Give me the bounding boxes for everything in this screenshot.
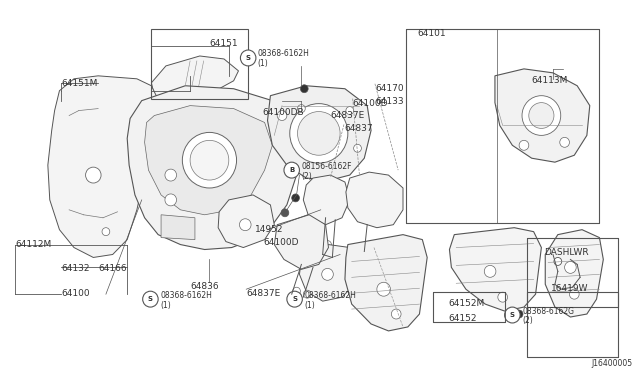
Text: 14952: 14952 [255, 225, 284, 234]
Polygon shape [275, 215, 328, 269]
Text: 64166: 64166 [98, 264, 127, 273]
Polygon shape [303, 175, 350, 225]
Circle shape [300, 85, 308, 93]
Circle shape [182, 132, 237, 188]
Text: 64100D: 64100D [353, 99, 388, 108]
Circle shape [560, 137, 570, 147]
Text: 08368-6162H: 08368-6162H [258, 49, 310, 58]
Circle shape [564, 262, 576, 273]
Circle shape [392, 309, 401, 319]
Circle shape [277, 110, 287, 121]
Circle shape [529, 103, 554, 128]
Text: 64837E: 64837E [330, 110, 365, 119]
Bar [527, 238, 618, 307]
Text: 64133: 64133 [375, 97, 404, 106]
Circle shape [522, 96, 561, 135]
Text: 64152M: 64152M [449, 299, 484, 308]
Text: S: S [148, 296, 153, 302]
Circle shape [298, 105, 305, 113]
Text: 08156-6162F: 08156-6162F [301, 162, 352, 171]
Polygon shape [152, 56, 239, 101]
Circle shape [519, 140, 529, 150]
Circle shape [290, 104, 348, 163]
Polygon shape [218, 195, 275, 247]
Text: 64100DB: 64100DB [262, 108, 304, 116]
Circle shape [165, 169, 177, 181]
Circle shape [484, 265, 496, 277]
Circle shape [377, 282, 390, 296]
Text: (2): (2) [301, 171, 312, 180]
Circle shape [322, 268, 333, 280]
Text: 16419W: 16419W [551, 284, 589, 293]
Circle shape [515, 310, 523, 318]
Text: DASHLWR: DASHLWR [544, 247, 589, 257]
Polygon shape [545, 230, 604, 317]
Polygon shape [145, 106, 273, 215]
Circle shape [504, 307, 520, 323]
Polygon shape [495, 69, 590, 162]
Text: 08368-6162H: 08368-6162H [160, 291, 212, 300]
Bar [152, 29, 248, 99]
Text: (1): (1) [258, 60, 269, 68]
Text: 64170: 64170 [375, 84, 404, 93]
Circle shape [241, 50, 256, 66]
Polygon shape [48, 76, 161, 257]
Text: 64100D: 64100D [264, 238, 299, 247]
Text: (1): (1) [304, 301, 315, 310]
Circle shape [303, 290, 311, 298]
Text: (2): (2) [522, 317, 532, 326]
Circle shape [294, 293, 301, 301]
Circle shape [292, 287, 300, 295]
Text: S: S [292, 296, 297, 302]
Polygon shape [268, 86, 371, 180]
Text: 64112M: 64112M [15, 240, 51, 248]
Text: 64151M: 64151M [61, 79, 98, 88]
Circle shape [292, 194, 300, 202]
Text: 64837: 64837 [344, 125, 372, 134]
Circle shape [287, 291, 302, 307]
Circle shape [239, 219, 251, 231]
Circle shape [362, 244, 369, 251]
Text: (1): (1) [160, 301, 171, 310]
Circle shape [498, 292, 508, 302]
Text: 64837E: 64837E [246, 289, 280, 298]
Circle shape [324, 241, 332, 248]
Text: B: B [289, 167, 294, 173]
Circle shape [190, 140, 229, 180]
Text: 64113M: 64113M [532, 76, 568, 85]
Polygon shape [161, 215, 195, 240]
Bar [406, 29, 600, 223]
Bar [433, 292, 504, 322]
Circle shape [354, 144, 362, 152]
Text: 08368-6162G: 08368-6162G [522, 307, 574, 315]
Polygon shape [300, 244, 360, 301]
Circle shape [86, 167, 101, 183]
Text: 64152: 64152 [449, 314, 477, 323]
Circle shape [150, 293, 157, 301]
Circle shape [298, 112, 340, 155]
Polygon shape [346, 172, 403, 228]
Text: 64836: 64836 [190, 282, 219, 291]
Circle shape [165, 194, 177, 206]
Circle shape [570, 289, 579, 299]
Circle shape [102, 228, 110, 235]
Circle shape [281, 209, 289, 217]
Bar [527, 292, 618, 357]
Circle shape [346, 107, 354, 115]
Text: S: S [510, 312, 515, 318]
Text: 64101: 64101 [417, 29, 446, 38]
Text: S: S [246, 55, 251, 61]
Text: 64100: 64100 [61, 289, 90, 298]
Circle shape [284, 162, 300, 178]
Polygon shape [345, 235, 427, 331]
Text: 64132: 64132 [61, 264, 90, 273]
Circle shape [143, 291, 158, 307]
Polygon shape [127, 86, 301, 250]
Polygon shape [449, 228, 541, 311]
Circle shape [554, 257, 562, 265]
Text: 08368-6162H: 08368-6162H [304, 291, 356, 300]
Text: 64151: 64151 [209, 39, 238, 48]
Text: J16400005: J16400005 [592, 359, 633, 368]
